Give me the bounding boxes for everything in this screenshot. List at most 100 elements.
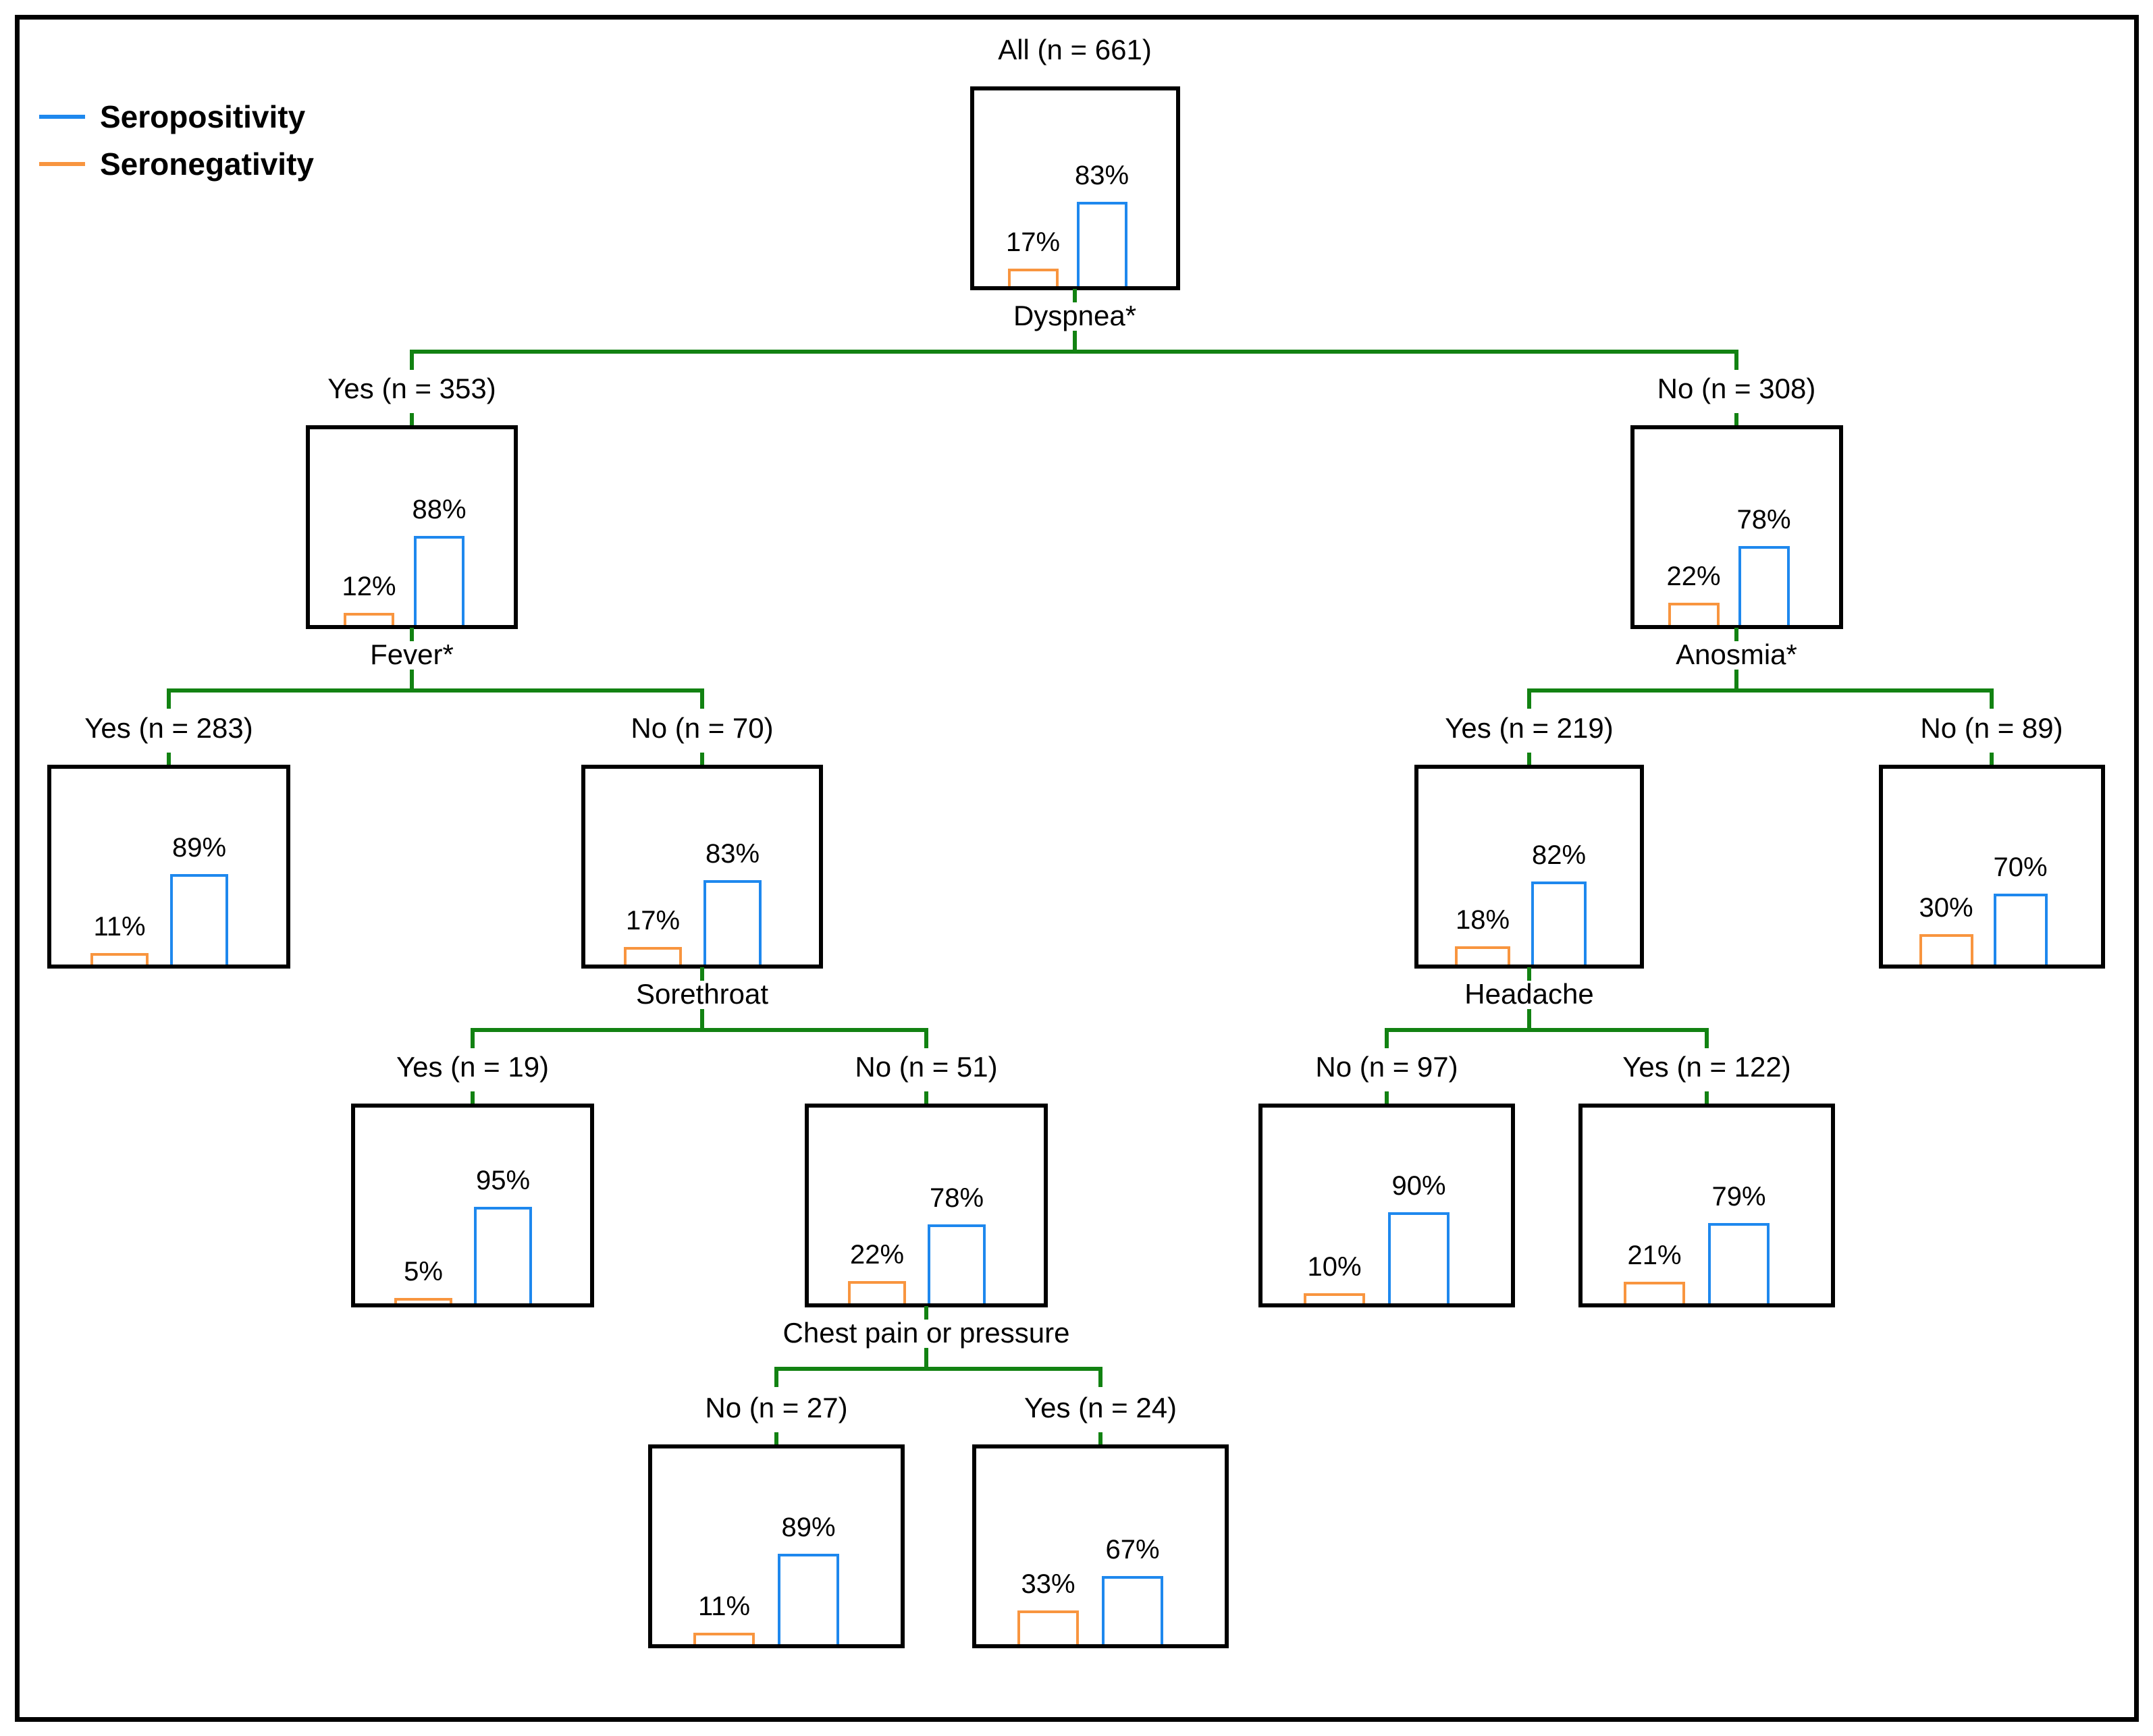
seropositivity-pct-label: 78% (1736, 505, 1791, 535)
connector-branch-tick (1990, 688, 1994, 709)
seropositivity-bar (1076, 202, 1127, 286)
seronegativity-pct-label: 22% (1666, 562, 1721, 591)
connector-split-line (167, 688, 704, 693)
seronegativity-bar (693, 1633, 755, 1644)
connector-child-stub (1385, 1091, 1389, 1104)
connector-branch-tick (410, 350, 414, 370)
connector-child-stub (774, 1432, 778, 1444)
connector-child-stub (167, 753, 171, 765)
seronegativity-pct-label: 17% (1005, 227, 1061, 257)
node-box: 21% 79% (1578, 1104, 1835, 1307)
split-label: Anosmia* (1676, 639, 1797, 670)
split-label: Sorethroat (635, 978, 769, 1010)
connector-branch-tick (167, 688, 171, 709)
connector-center-stub (1734, 670, 1738, 688)
seropositivity-bar (1388, 1212, 1450, 1303)
connector-center-stub (1073, 331, 1077, 350)
seronegativity-pct-label: 5% (404, 1257, 443, 1286)
legend-item-seropositivity: Seropositivity (39, 93, 314, 140)
seropositivity-pct-label: 67% (1105, 1535, 1160, 1565)
connector-split-line (471, 1028, 928, 1032)
node-box: 22% 78% (1630, 425, 1843, 629)
split-label: Dyspnea* (1013, 300, 1137, 331)
figure-border (15, 15, 2139, 1722)
seropositivity-pct-label: 83% (1074, 161, 1129, 190)
legend-item-seronegativity: Seronegativity (39, 140, 314, 188)
node-title: No (n = 51) (855, 1051, 998, 1083)
node-box: 18% 82% (1414, 765, 1644, 969)
seronegativity-bar (1304, 1293, 1365, 1303)
connector-parent-stub (410, 628, 414, 641)
seronegativity-bar (1017, 1610, 1079, 1644)
node-title: All (n = 661) (998, 34, 1152, 65)
seropositivity-pct-label: 79% (1711, 1182, 1766, 1212)
seropositivity-bar (1738, 546, 1790, 625)
node-title: No (n = 27) (705, 1392, 848, 1423)
seropositivity-line-swatch (39, 115, 85, 119)
seropositivity-bar (1531, 881, 1587, 965)
node-box: 11% 89% (648, 1444, 905, 1648)
node-box: 11% 89% (47, 765, 290, 969)
seronegativity-pct-label: 18% (1455, 905, 1510, 935)
seronegativity-pct-label: 21% (1627, 1241, 1682, 1270)
connector-branch-tick (774, 1367, 778, 1387)
seronegativity-bar (624, 947, 682, 965)
seropositivity-bar (703, 880, 762, 965)
split-label: Headache (1464, 978, 1594, 1010)
seronegativity-pct-label: 22% (849, 1240, 905, 1270)
node-title: Yes (n = 122) (1622, 1051, 1791, 1083)
seronegativity-bar (1668, 603, 1720, 625)
connector-child-stub (700, 753, 704, 765)
seronegativity-bar (1007, 269, 1059, 286)
node-title: Yes (n = 353) (327, 373, 496, 404)
seropositivity-bar (778, 1554, 839, 1644)
seronegativity-bar (344, 613, 394, 625)
node-title: No (n = 97) (1315, 1051, 1458, 1083)
split-label: Chest pain or pressure (782, 1317, 1070, 1349)
connector-branch-tick (1098, 1367, 1102, 1387)
seropositivity-bar (1708, 1223, 1770, 1303)
connector-split-line (1527, 688, 1994, 693)
seropositivity-pct-label: 90% (1391, 1171, 1446, 1201)
node-title: Yes (n = 19) (396, 1051, 550, 1083)
connector-center-stub (410, 670, 414, 688)
node-title: No (n = 70) (631, 712, 774, 744)
seronegativity-bar (1455, 946, 1510, 965)
seronegativity-pct-label: 17% (625, 906, 681, 935)
connector-branch-tick (924, 1028, 928, 1048)
connector-child-stub (1705, 1091, 1709, 1104)
connector-parent-stub (1734, 628, 1738, 641)
connector-split-line (774, 1367, 1102, 1371)
legend: Seropositivity Seronegativity (39, 93, 314, 188)
seropositivity-bar (474, 1207, 532, 1303)
connector-branch-tick (700, 688, 704, 709)
connector-center-stub (1527, 1009, 1531, 1028)
seropositivity-pct-label: 88% (412, 495, 467, 524)
connector-branch-tick (1527, 688, 1531, 709)
connector-child-stub (1527, 753, 1531, 765)
seropositivity-pct-label: 83% (705, 839, 760, 869)
connector-child-stub (1734, 413, 1738, 425)
connector-center-stub (924, 1348, 928, 1367)
connector-branch-tick (1385, 1028, 1389, 1048)
connector-parent-stub (700, 967, 704, 981)
seronegativity-pct-label: 12% (342, 572, 396, 601)
connector-branch-tick (1705, 1028, 1709, 1048)
node-box: 17% 83% (581, 765, 823, 969)
seropositivity-pct-label: 89% (781, 1513, 836, 1542)
split-label: Fever* (370, 639, 454, 670)
connector-split-line (1385, 1028, 1709, 1032)
seropositivity-pct-label: 78% (929, 1183, 984, 1213)
connector-child-stub (924, 1091, 928, 1104)
node-box: 22% 78% (805, 1104, 1048, 1307)
seropositivity-pct-label: 95% (475, 1166, 531, 1195)
node-title: Yes (n = 24) (1024, 1392, 1177, 1423)
node-box: 17% 83% (969, 86, 1180, 290)
seropositivity-bar (170, 874, 228, 965)
connector-split-line (410, 350, 1738, 354)
connector-parent-stub (1527, 967, 1531, 981)
node-box: 5% 95% (351, 1104, 594, 1307)
connector-child-stub (471, 1091, 475, 1104)
seronegativity-pct-label: 33% (1021, 1569, 1075, 1599)
